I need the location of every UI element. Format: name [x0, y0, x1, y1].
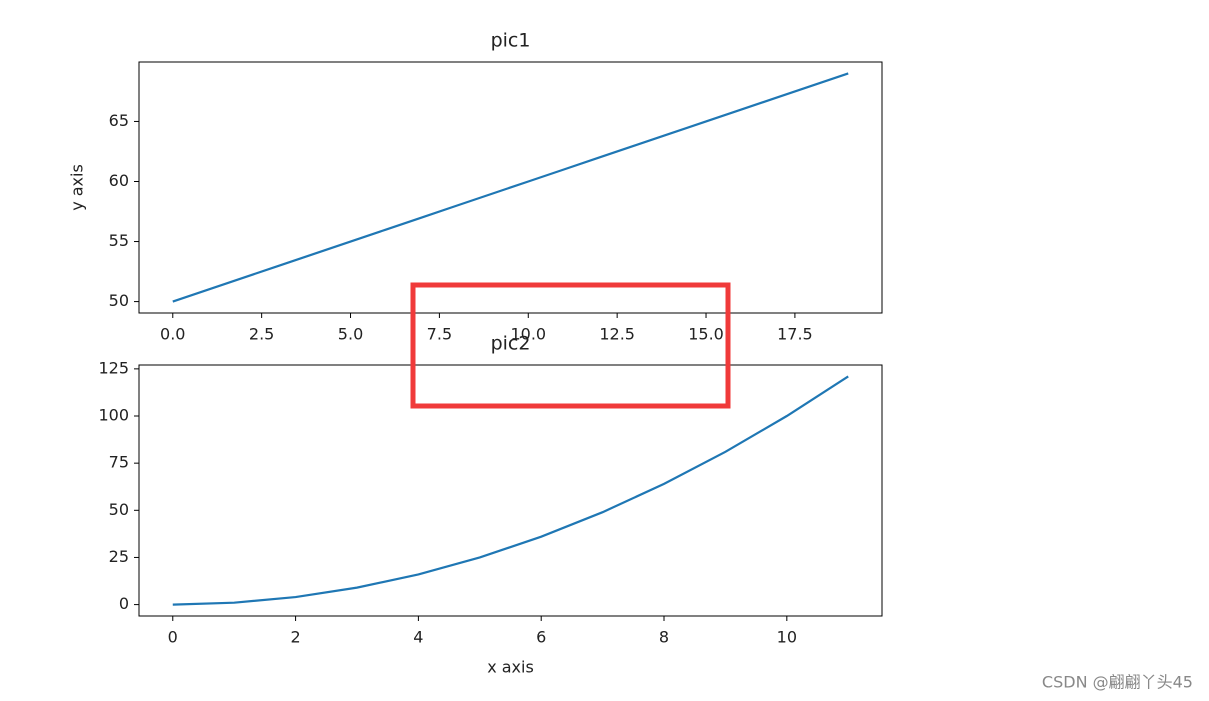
x-axis-label: x axis: [487, 658, 534, 677]
line: [172, 72, 849, 303]
y-tick-label: 65: [109, 111, 129, 130]
axes-frame: [138, 364, 883, 617]
y-tick-label: 25: [109, 547, 129, 566]
y-tick-label: 125: [98, 358, 129, 377]
x-tick-label: 17.5: [777, 325, 813, 344]
x-tick-label: 4: [413, 628, 423, 647]
x-tick-label: 5.0: [338, 325, 363, 344]
line: [172, 375, 849, 606]
chart-title: pic1: [491, 30, 531, 52]
x-tick-label: 8: [659, 628, 669, 647]
y-tick-label: 60: [109, 171, 129, 190]
chart-title: pic2: [491, 333, 531, 355]
x-tick-label: 2: [290, 628, 300, 647]
x-tick-label: 10.0: [510, 325, 546, 344]
watermark: CSDN @翩翩丫头45: [1042, 673, 1193, 692]
x-tick-label: 2.5: [249, 325, 274, 344]
x-tick-label: 0.0: [160, 325, 185, 344]
y-tick-label: 100: [98, 406, 129, 425]
x-tick-label: 12.5: [599, 325, 635, 344]
highlight-box: [410, 282, 731, 409]
x-tick-label: 7.5: [427, 325, 452, 344]
axes-frame: [138, 61, 883, 314]
y-tick-label: 75: [109, 453, 129, 472]
x-tick-label: 0: [168, 628, 178, 647]
y-axis-label: y axis: [68, 164, 87, 211]
x-tick-label: 10: [777, 628, 797, 647]
x-tick-label: 15.0: [688, 325, 724, 344]
y-tick-label: 55: [109, 231, 129, 250]
x-tick-label: 6: [536, 628, 546, 647]
y-tick-label: 50: [109, 291, 129, 310]
y-tick-label: 50: [109, 500, 129, 519]
y-tick-label: 0: [119, 594, 129, 613]
